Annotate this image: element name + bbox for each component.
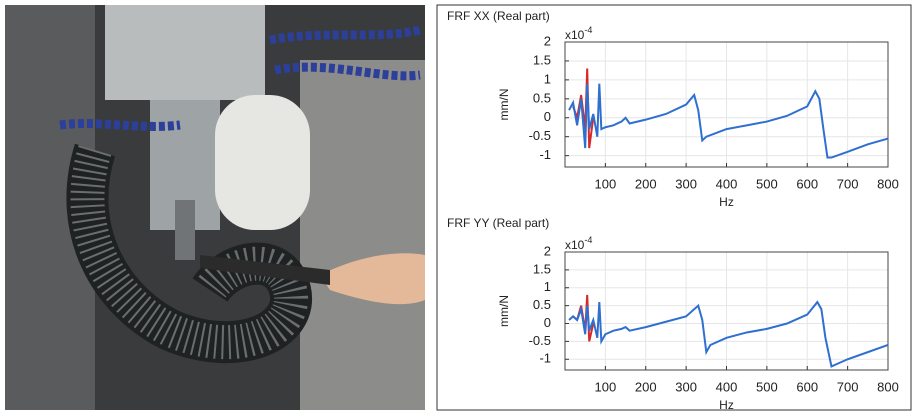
x-tick-label: 200 — [635, 176, 657, 191]
spindle-head — [105, 5, 265, 100]
chart-title: FRF YY (Real part) — [447, 216, 549, 230]
x-tick-label: 600 — [796, 379, 818, 394]
x-tick-label: 700 — [837, 176, 859, 191]
y-tick-label: -1 — [539, 351, 551, 366]
y-tick-label: 2 — [544, 33, 551, 48]
y-tick-label: 1.5 — [533, 52, 551, 67]
hammer — [200, 255, 330, 285]
photo — [5, 5, 425, 410]
x-tick-label: 700 — [837, 379, 859, 394]
exponent-power: -4 — [584, 235, 592, 245]
line-series — [572, 68, 595, 149]
coolant-bottle — [215, 95, 310, 230]
y-axis-label: mm/N — [497, 89, 511, 121]
line-series — [568, 83, 889, 159]
x-tick-label: 400 — [716, 176, 738, 191]
exponent-base: x10 — [565, 28, 585, 42]
y-tick-label: 2 — [544, 243, 551, 258]
y-tick-label: -0.5 — [529, 128, 551, 143]
hand — [320, 253, 425, 305]
x-axis-label: Hz — [719, 398, 734, 412]
y-tick-label: -0.5 — [529, 333, 551, 348]
tool — [175, 200, 195, 260]
coolant-hoses — [59, 25, 422, 131]
chart-panel-border — [436, 4, 912, 411]
y-tick-label: 0.5 — [533, 90, 551, 105]
x-tick-label: 300 — [675, 176, 697, 191]
y-tick-label: 0.5 — [533, 297, 551, 312]
x-tick-label: 200 — [635, 379, 657, 394]
line-series — [568, 300, 889, 368]
x-tick-label: 800 — [877, 379, 899, 394]
exponent-base: x10 — [565, 238, 585, 252]
y-tick-label: 0 — [544, 315, 551, 330]
y-axis-label: mm/N — [497, 295, 511, 327]
x-tick-label: 500 — [756, 176, 778, 191]
chart-title: FRF XX (Real part) — [447, 9, 550, 23]
x-axis-label: Hz — [719, 195, 734, 209]
y-tick-label: 1 — [544, 71, 551, 86]
axis-exponent: x10-4 — [565, 25, 592, 42]
y-tick-label: -1 — [539, 147, 551, 162]
axis-exponent: x10-4 — [565, 235, 592, 252]
machine-panel — [300, 60, 425, 410]
x-tick-label: 300 — [675, 379, 697, 394]
y-tick-label: 0 — [544, 109, 551, 124]
x-tick-label: 100 — [595, 176, 617, 191]
x-tick-label: 500 — [756, 379, 778, 394]
exponent-power: -4 — [584, 25, 592, 35]
x-tick-label: 600 — [796, 176, 818, 191]
y-tick-label: 1.5 — [533, 261, 551, 276]
x-tick-label: 400 — [716, 379, 738, 394]
plot-frame — [564, 251, 889, 371]
y-tick-label: 1 — [544, 279, 551, 294]
plot-frame — [564, 41, 889, 168]
x-tick-label: 800 — [877, 176, 899, 191]
x-tick-label: 100 — [595, 379, 617, 394]
